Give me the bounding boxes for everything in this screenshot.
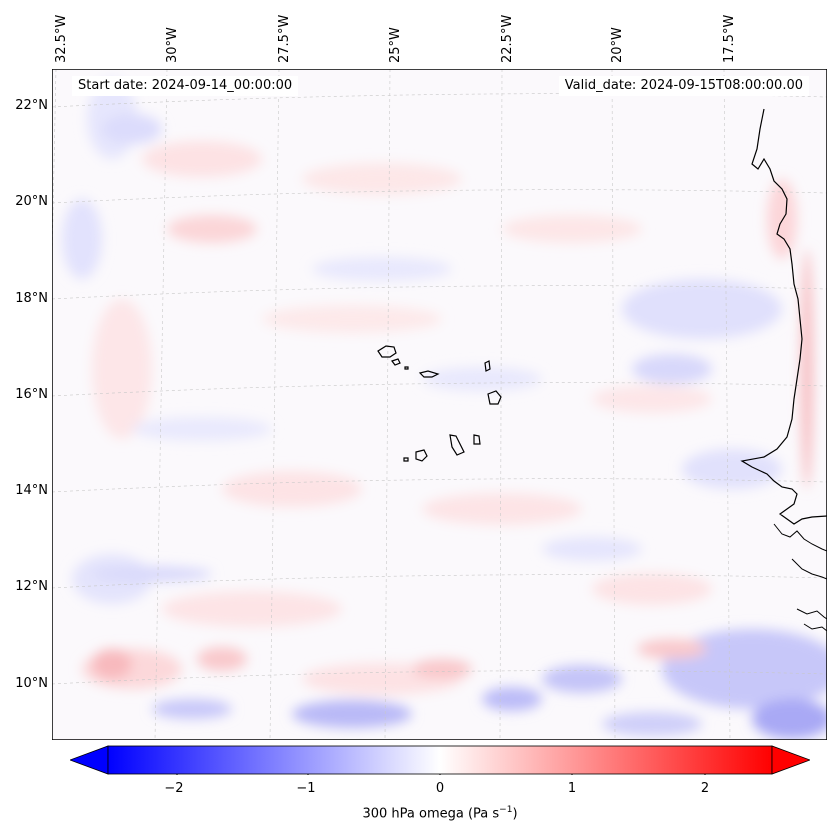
island-maio — [473, 434, 481, 445]
cape-verde-islands — [377, 345, 502, 462]
colorbar-gradient — [107, 745, 773, 775]
island-boa-vista — [487, 390, 502, 405]
colorbar-tick-0: 0 — [435, 781, 445, 796]
lat-label-12n: 12°N — [15, 579, 48, 594]
colorbar-tick-1: 1 — [567, 781, 577, 796]
lat-label-10n: 10°N — [15, 676, 48, 691]
cape-verde-coast-detail — [773, 523, 827, 632]
colorbar-label-end: ) — [512, 806, 518, 822]
lon-label-32-5w: 32.5°W — [54, 14, 69, 63]
lat-label-20n: 20°N — [15, 194, 48, 209]
lat-label-22n: 22°N — [15, 98, 48, 113]
start-date-label: Start date: 2024-09-14_00:00:00 — [72, 76, 299, 96]
colorbar-tick-minus1: −1 — [296, 781, 316, 796]
lat-label-18n: 18°N — [15, 291, 48, 306]
island-brava — [403, 457, 409, 462]
graticule — [52, 69, 827, 740]
colorbar — [70, 745, 810, 775]
colorbar-extend-right — [771, 745, 810, 775]
island-sao-nicolau — [418, 370, 440, 378]
lon-label-20w: 20°W — [610, 27, 625, 63]
lon-label-25w: 25°W — [388, 27, 403, 63]
lon-label-27-5w: 27.5°W — [277, 14, 292, 63]
colorbar-label: 300 hPa omega (Pa s−1) — [0, 805, 837, 821]
colorbar-tick-2: 2 — [700, 781, 710, 796]
omega-map — [52, 69, 827, 740]
valid-date-label: Valid_date: 2024-09-15T08:00:00.00 — [558, 76, 809, 96]
island-fogo — [415, 449, 428, 462]
lat-label-16n: 16°N — [15, 387, 48, 402]
island-sal — [484, 360, 491, 372]
colorbar-extend-left — [70, 745, 109, 775]
colorbar-label-main: 300 hPa omega (Pa s — [362, 806, 500, 822]
africa-coastline — [740, 108, 827, 525]
colorbar-ticks — [176, 774, 706, 775]
colorbar-label-sup: −1 — [499, 805, 513, 815]
island-sao-vicente — [391, 358, 401, 366]
lon-label-17-5w: 17.5°W — [722, 14, 737, 63]
lon-label-30w: 30°W — [165, 27, 180, 63]
colorbar-tick-minus2: −2 — [164, 781, 184, 796]
island-santo-antao — [377, 345, 397, 358]
island-santa-luzia — [404, 366, 409, 370]
island-santiago — [449, 434, 465, 456]
omega-field — [62, 79, 827, 739]
lon-label-22-5w: 22.5°W — [500, 14, 515, 63]
lat-label-14n: 14°N — [15, 483, 48, 498]
